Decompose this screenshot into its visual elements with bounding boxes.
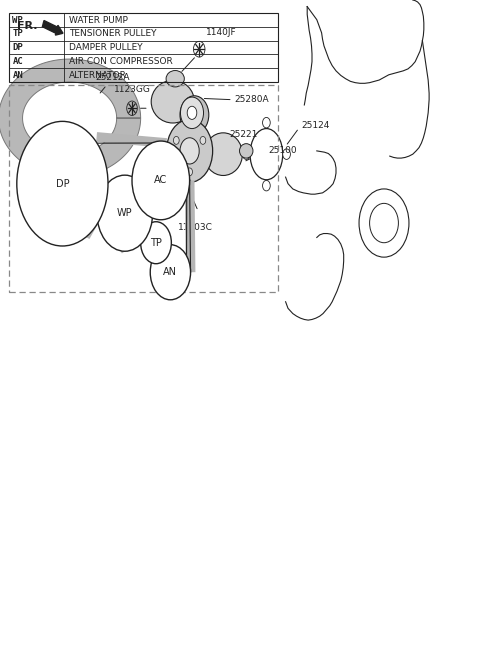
Circle shape (263, 180, 270, 191)
Ellipse shape (166, 70, 184, 87)
Text: 25212A: 25212A (96, 73, 130, 93)
Circle shape (180, 138, 199, 164)
Text: 25280A: 25280A (234, 95, 269, 104)
Text: AN: AN (163, 267, 178, 277)
Circle shape (141, 222, 171, 264)
Text: DP: DP (12, 43, 23, 52)
Text: 11403C: 11403C (179, 223, 213, 232)
Text: 25124: 25124 (301, 121, 329, 130)
Text: WP: WP (12, 16, 23, 24)
Bar (9, 13, 278, 82)
Circle shape (187, 168, 192, 176)
Ellipse shape (180, 96, 209, 134)
Polygon shape (0, 59, 141, 177)
Text: DP: DP (56, 178, 69, 189)
Text: 25100: 25100 (268, 146, 297, 155)
Circle shape (242, 149, 250, 159)
Text: 1123GG: 1123GG (114, 85, 150, 94)
Text: AC: AC (12, 57, 23, 66)
Text: TP: TP (12, 30, 23, 38)
Text: WP: WP (117, 208, 132, 218)
Bar (9, 85, 278, 292)
Circle shape (200, 136, 206, 144)
Circle shape (187, 106, 197, 119)
Text: TENSIONER PULLEY: TENSIONER PULLEY (69, 30, 156, 38)
Text: TP: TP (150, 237, 162, 248)
Circle shape (167, 119, 213, 182)
Circle shape (359, 189, 409, 257)
Circle shape (180, 97, 204, 129)
Ellipse shape (250, 129, 283, 180)
Circle shape (263, 117, 270, 128)
Circle shape (97, 175, 153, 251)
Text: 1140JF: 1140JF (206, 28, 237, 37)
Text: AC: AC (154, 175, 168, 186)
Text: ALTERNATOR: ALTERNATOR (69, 71, 127, 79)
Ellipse shape (204, 133, 242, 175)
Circle shape (17, 121, 108, 246)
Circle shape (283, 149, 290, 159)
FancyArrow shape (42, 20, 63, 35)
Circle shape (173, 136, 179, 144)
Text: 25221: 25221 (229, 130, 257, 139)
Text: AN: AN (12, 71, 23, 79)
Circle shape (132, 141, 190, 220)
Text: AIR CON COMPRESSOR: AIR CON COMPRESSOR (69, 57, 172, 66)
Text: WATER PUMP: WATER PUMP (69, 16, 128, 24)
Circle shape (370, 203, 398, 243)
Text: DAMPER PULLEY: DAMPER PULLEY (69, 43, 142, 52)
Text: FR.: FR. (17, 21, 37, 31)
Circle shape (150, 245, 191, 300)
Ellipse shape (151, 80, 194, 123)
Ellipse shape (240, 144, 253, 158)
